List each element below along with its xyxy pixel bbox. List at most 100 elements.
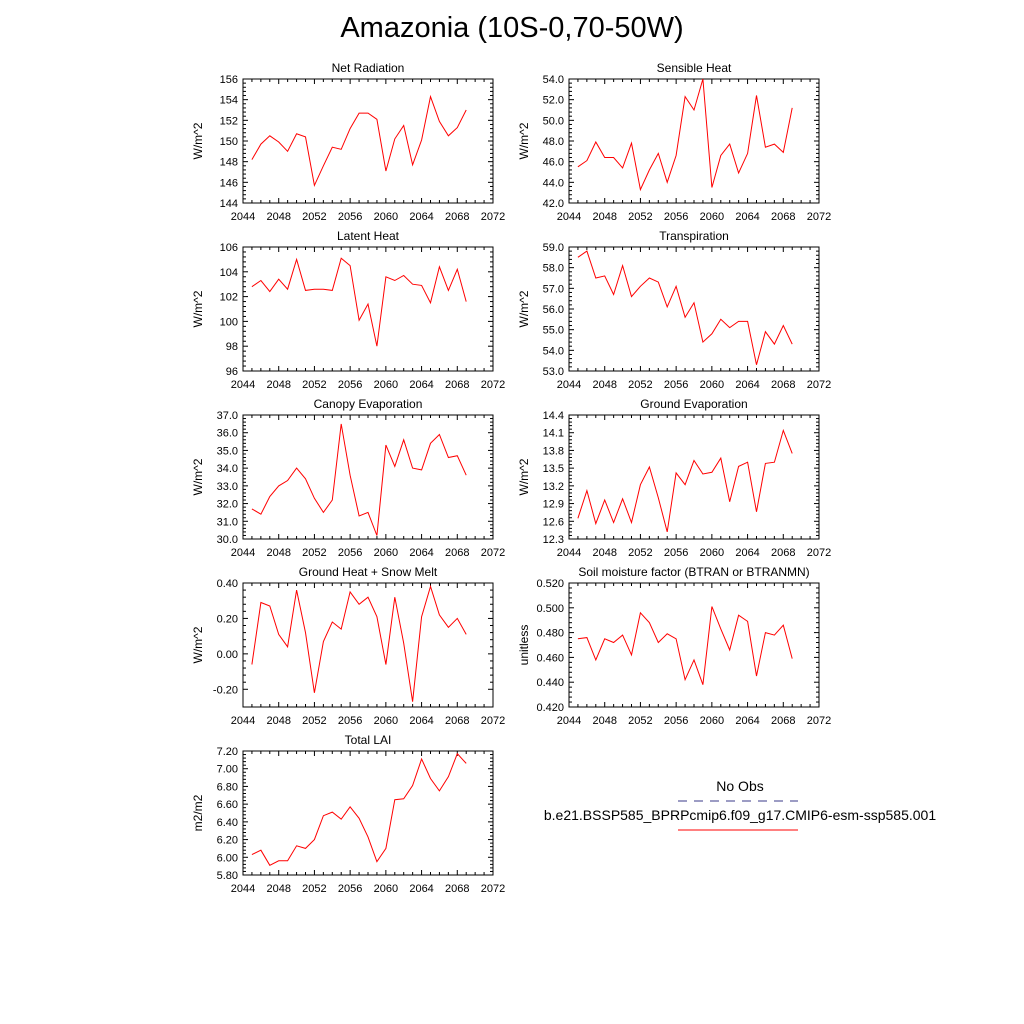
y-tick-label: 6.00 <box>217 852 238 864</box>
chart-panel-6: 2044 2048 2052 2056 2060 2064 2068 2072 -0.20 0.0… <box>191 565 505 727</box>
y-tick-label: 0.420 <box>536 702 564 714</box>
x-tick-label: 2064 <box>409 211 433 223</box>
y-axis-label: unitless <box>517 625 531 666</box>
chart-panel-4: 2044 2048 2052 2056 2060 2064 2068 2072 30.0 31.0… <box>191 397 505 559</box>
y-tick-label: 14.4 <box>543 410 564 422</box>
chart-title: Soil moisture factor (BTRAN or BTRANMN) <box>578 565 809 579</box>
chart-panel-2: 2044 2048 2052 2056 2060 2064 2068 2072 96 98 100 1… <box>191 229 505 391</box>
x-tick-label: 2048 <box>592 211 616 223</box>
y-tick-label: 36.0 <box>217 428 238 440</box>
x-tick-label: 2056 <box>338 883 362 895</box>
x-tick-label: 2060 <box>700 715 724 727</box>
y-tick-label: 34.0 <box>217 463 238 475</box>
x-tick-label: 2064 <box>409 379 433 391</box>
y-tick-label: 150 <box>220 136 238 148</box>
x-tick-label: 2056 <box>664 211 688 223</box>
y-tick-label: 156 <box>220 74 238 86</box>
series-line <box>251 257 467 347</box>
plot-frame <box>242 246 494 372</box>
x-tick-label: 2044 <box>231 379 255 391</box>
plot-frame <box>242 414 494 540</box>
y-tick-label: 154 <box>220 95 238 107</box>
y-tick-label: 31.0 <box>217 516 238 528</box>
y-tick-label: 104 <box>220 267 238 279</box>
x-tick-label: 2052 <box>628 211 652 223</box>
x-tick-label: 2048 <box>592 715 616 727</box>
y-tick-label: 98 <box>226 341 238 353</box>
y-tick-label: 0.00 <box>217 649 238 661</box>
x-tick-label: 2044 <box>231 883 255 895</box>
y-tick-label: 0.520 <box>536 578 564 590</box>
y-tick-label: 13.8 <box>543 445 564 457</box>
y-tick-label: 6.60 <box>217 799 238 811</box>
y-axis-label: W/m^2 <box>517 122 531 159</box>
figure-title: Amazonia (10S-0,70-50W) <box>340 12 684 44</box>
y-axis-label: W/m^2 <box>191 458 205 495</box>
chart-title: Latent Heat <box>337 229 400 243</box>
chart-title: Canopy Evaporation <box>314 397 423 411</box>
y-tick-label: 0.20 <box>217 613 238 625</box>
x-tick-label: 2064 <box>735 211 759 223</box>
y-axis-label: W/m^2 <box>191 122 205 159</box>
x-tick-label: 2060 <box>374 211 398 223</box>
chart-panel-0: 2044 2048 2052 2056 2060 2064 2068 2072 144 146 14… <box>191 61 505 223</box>
x-tick-label: 2056 <box>664 379 688 391</box>
legend-entry-model: b.e21.BSSP585_BPRPcmip6.f09_g17.CMIP6-es… <box>520 807 960 823</box>
x-tick-label: 2044 <box>231 715 255 727</box>
x-tick-label: 2064 <box>409 547 433 559</box>
x-tick-label: 2072 <box>481 547 505 559</box>
y-tick-label: 0.40 <box>217 578 238 590</box>
x-tick-label: 2060 <box>700 379 724 391</box>
y-tick-label: 6.20 <box>217 835 238 847</box>
x-tick-label: 2060 <box>374 379 398 391</box>
x-tick-label: 2052 <box>302 715 326 727</box>
y-tick-label: 32.0 <box>217 499 238 511</box>
plot-frame <box>242 750 494 876</box>
chart-panel-3: 2044 2048 2052 2056 2060 2064 2068 2072 53.0 54.0… <box>517 229 831 391</box>
series-line <box>577 606 793 685</box>
x-tick-label: 2060 <box>700 211 724 223</box>
x-tick-label: 2052 <box>628 547 652 559</box>
series-line <box>251 423 467 536</box>
y-tick-label: 96 <box>226 366 238 378</box>
x-tick-label: 2044 <box>557 379 581 391</box>
x-tick-label: 2064 <box>409 883 433 895</box>
x-tick-label: 2048 <box>266 547 290 559</box>
x-tick-label: 2052 <box>302 883 326 895</box>
x-tick-label: 2060 <box>374 715 398 727</box>
y-tick-label: 53.0 <box>543 366 564 378</box>
y-tick-label: 14.1 <box>543 428 564 440</box>
y-tick-label: 148 <box>220 157 238 169</box>
plot-frame <box>242 582 494 708</box>
x-tick-label: 2044 <box>231 547 255 559</box>
x-tick-label: 2068 <box>445 715 469 727</box>
y-tick-label: 48.0 <box>543 136 564 148</box>
series-line <box>251 94 467 188</box>
chart-title: Total LAI <box>345 733 392 747</box>
x-tick-label: 2068 <box>771 547 795 559</box>
y-axis-label: W/m^2 <box>517 458 531 495</box>
chart-title: Transpiration <box>659 229 729 243</box>
x-tick-label: 2072 <box>807 547 831 559</box>
x-tick-label: 2064 <box>735 715 759 727</box>
x-tick-label: 2048 <box>266 715 290 727</box>
series-line <box>251 584 467 702</box>
x-tick-label: 2048 <box>266 883 290 895</box>
x-tick-label: 2048 <box>592 379 616 391</box>
x-tick-label: 2044 <box>557 715 581 727</box>
y-tick-label: 106 <box>220 242 238 254</box>
x-tick-label: 2064 <box>735 379 759 391</box>
x-tick-label: 2072 <box>807 379 831 391</box>
y-tick-label: 12.6 <box>543 516 564 528</box>
series-line <box>577 78 793 192</box>
y-tick-label: 33.0 <box>217 481 238 493</box>
x-tick-label: 2052 <box>302 211 326 223</box>
y-tick-label: 5.80 <box>217 870 238 882</box>
y-tick-label: 50.0 <box>543 115 564 127</box>
y-tick-label: 37.0 <box>217 410 238 422</box>
y-tick-label: 0.500 <box>536 603 564 615</box>
x-tick-label: 2064 <box>735 547 759 559</box>
x-tick-label: 2060 <box>374 883 398 895</box>
y-tick-label: 58.0 <box>543 263 564 275</box>
